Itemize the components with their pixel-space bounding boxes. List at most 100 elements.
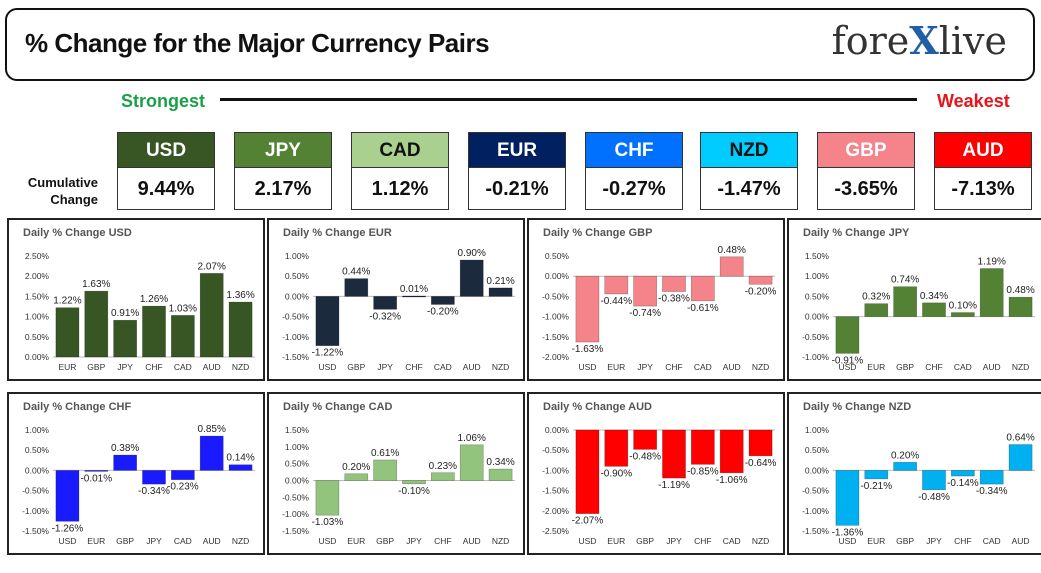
data-label: -1.06% — [716, 475, 748, 486]
y-tick-label: 1.00% — [805, 425, 830, 435]
x-tick-label: EUR — [607, 536, 625, 546]
x-tick-label: USD — [58, 536, 76, 546]
chart-panel-chf: Daily % Change CHF -1.50% -1.00% -0.50% 0.00… — [7, 392, 265, 555]
x-tick-label: AUD — [463, 362, 481, 372]
header-banner: % Change for the Major Currency Pairs fo… — [5, 8, 1035, 81]
y-tick-label: 0.50% — [25, 332, 50, 342]
y-tick-label: -1.00% — [22, 506, 49, 516]
chart-title: Daily % Change USD — [23, 227, 132, 239]
data-label: 0.38% — [111, 443, 139, 454]
x-tick-label: USD — [578, 362, 596, 372]
bar-nzd — [228, 464, 253, 471]
chart-panel-aud: Daily % Change AUD -2.50% -2.00% -1.50% -1.0… — [527, 392, 785, 555]
cumulative-value: -0.27% — [585, 168, 683, 210]
bar-aud — [719, 256, 744, 277]
cumulative-value: -3.65% — [817, 168, 915, 210]
data-label: 0.10% — [949, 301, 977, 312]
x-tick-label: JPY — [146, 536, 162, 546]
y-tick-label: -1.50% — [542, 332, 569, 342]
chart-panel-usd: Daily % Change USD 0.00% 0.50% 1.00% 1.50% 2.… — [7, 218, 265, 381]
chart-title: Daily % Change GBP — [543, 227, 652, 239]
x-tick-label: GBP — [896, 362, 914, 372]
bar-cad — [171, 315, 195, 358]
logo-text-fore: fore — [831, 19, 910, 63]
bar-gbp — [893, 286, 917, 317]
y-tick-label: 0.50% — [285, 459, 310, 469]
bar-jpy — [113, 319, 137, 358]
y-tick-label: -1.00% — [802, 506, 829, 516]
y-tick-label: 1.00% — [805, 271, 830, 281]
data-label: 0.23% — [429, 461, 457, 472]
x-tick-label: EUR — [607, 362, 625, 372]
x-tick-label: CHF — [925, 362, 942, 372]
x-tick-label: EUR — [347, 536, 365, 546]
bar-cad — [719, 429, 744, 474]
x-tick-label: JPY — [926, 536, 942, 546]
x-tick-label: EUR — [867, 362, 885, 372]
data-label: 0.61% — [371, 448, 399, 459]
data-label: 0.32% — [862, 292, 890, 303]
bar-nzd — [748, 429, 773, 457]
currency-code: AUD — [934, 132, 1032, 168]
cumulative-value: 2.17% — [234, 168, 332, 210]
data-label: 1.26% — [140, 294, 168, 305]
y-tick-label: 2.50% — [25, 251, 50, 261]
logo-x-icon: X — [909, 18, 939, 63]
x-tick-label: JPY — [637, 362, 653, 372]
bar-nzd — [488, 468, 513, 481]
x-tick-label: NZD — [232, 362, 249, 372]
chart-panel-nzd: Daily % Change NZD -1.50% -1.00% -0.50% 0.00… — [787, 392, 1041, 555]
y-tick-label: -1.00% — [282, 332, 309, 342]
y-tick-label: -1.50% — [282, 526, 309, 536]
data-label: -0.48% — [918, 492, 950, 503]
data-label: 0.74% — [891, 275, 919, 286]
forexlive-logo: foreXlive — [832, 18, 1007, 63]
data-label: -0.34% — [138, 486, 170, 497]
bar-chf — [662, 275, 686, 292]
x-tick-label: AUD — [723, 362, 741, 372]
currency-code: CHF — [585, 132, 683, 168]
bar-aud — [979, 268, 1004, 317]
y-tick-label: -0.50% — [22, 486, 49, 496]
bar-nzd — [1008, 296, 1033, 317]
data-label: -0.91% — [832, 355, 864, 366]
bar-chart: Daily % Change AUD -2.50% -2.00% -1.50% -1.0… — [542, 401, 776, 546]
chart-panel-jpy: Daily % Change JPY -1.00% -0.50% 0.00% 0.50%… — [787, 218, 1041, 381]
currency-code: USD — [117, 132, 215, 168]
bar-eur — [864, 303, 889, 317]
y-tick-label: -1.50% — [542, 486, 569, 496]
x-tick-label: AUD — [203, 536, 221, 546]
data-label: -0.14% — [947, 478, 979, 489]
bar-cad — [951, 312, 975, 317]
y-tick-label: -0.50% — [282, 312, 309, 322]
data-label: 1.63% — [82, 279, 110, 290]
y-tick-label: -2.50% — [542, 526, 569, 536]
bar-eur — [604, 275, 629, 295]
data-label: -1.26% — [52, 523, 84, 534]
weakest-label: Weakest — [937, 91, 1010, 111]
bar-eur — [55, 307, 80, 358]
cumulative-label-line2: Change — [50, 192, 98, 207]
bar-jpy — [662, 429, 686, 479]
bar-chf — [922, 302, 946, 317]
data-label: -0.85% — [687, 466, 719, 477]
bar-aud — [199, 435, 224, 471]
y-tick-label: 0.00% — [25, 465, 50, 475]
data-label: -0.23% — [167, 482, 199, 493]
x-tick-label: AUD — [983, 362, 1001, 372]
data-label: -0.90% — [600, 468, 632, 479]
x-tick-label: CHF — [434, 536, 451, 546]
y-tick-label: 0.50% — [285, 271, 310, 281]
strength-scale-line — [220, 98, 917, 101]
y-tick-label: 0.00% — [805, 465, 830, 475]
bar-chf — [402, 295, 426, 298]
y-tick-label: -1.50% — [22, 526, 49, 536]
x-tick-label: CHF — [405, 362, 422, 372]
x-tick-label: EUR — [87, 536, 105, 546]
x-tick-label: AUD — [203, 362, 221, 372]
x-tick-label: GBP — [636, 536, 654, 546]
x-tick-label: NZD — [1012, 362, 1029, 372]
x-tick-label: AUD — [463, 536, 481, 546]
data-label: 1.36% — [226, 290, 254, 301]
y-tick-label: 0.00% — [545, 425, 570, 435]
